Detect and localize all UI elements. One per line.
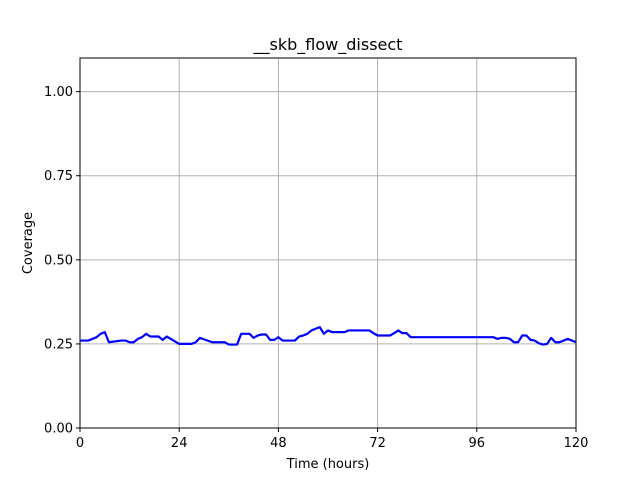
x-tick-label: 24 (171, 436, 188, 451)
y-tick-label: 0.50 (44, 253, 73, 268)
coverage-series-line (80, 325, 577, 346)
x-tick-label: 48 (270, 436, 287, 451)
x-tick-label: 120 (564, 436, 589, 451)
y-tick-label: 0.00 (44, 422, 73, 437)
y-tick-label: 1.00 (44, 85, 73, 100)
y-axis-label: Coverage (21, 212, 36, 274)
x-tick-label: 0 (76, 436, 84, 451)
x-axis-label: Time (hours) (286, 457, 370, 472)
x-tick-label: 96 (469, 436, 486, 451)
plot-frame (79, 57, 577, 429)
chart-title: __skb_flow_dissect (253, 35, 403, 55)
axis-ticks: 0 24 48 72 96 120 0.00 0.25 0.50 0.75 1.00 (44, 85, 588, 451)
series-layer (80, 325, 577, 346)
y-tick-label: 0.25 (44, 337, 73, 352)
x-tick-label: 72 (369, 436, 386, 451)
y-tick-label: 0.75 (44, 169, 73, 184)
